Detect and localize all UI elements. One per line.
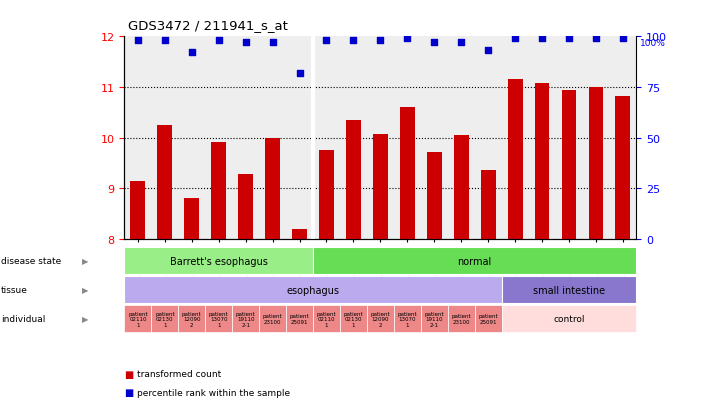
Point bbox=[267, 40, 278, 47]
Bar bbox=[157, 126, 172, 240]
Text: individual: individual bbox=[1, 315, 45, 323]
Text: patient
13070
1: patient 13070 1 bbox=[397, 311, 417, 328]
Text: ▶: ▶ bbox=[82, 257, 88, 266]
Text: percentile rank within the sample: percentile rank within the sample bbox=[137, 388, 290, 397]
Bar bbox=[508, 80, 523, 240]
Bar bbox=[184, 198, 199, 240]
Text: disease state: disease state bbox=[1, 257, 61, 266]
Bar bbox=[346, 121, 361, 240]
Text: patient
23100: patient 23100 bbox=[263, 313, 282, 325]
Point bbox=[509, 36, 520, 43]
Text: patient
02110
1: patient 02110 1 bbox=[316, 311, 336, 328]
Point bbox=[563, 36, 574, 43]
Bar bbox=[481, 170, 496, 240]
Bar bbox=[238, 175, 253, 240]
Bar bbox=[400, 108, 415, 240]
Text: ▶: ▶ bbox=[82, 286, 88, 294]
Text: patient
02130
1: patient 02130 1 bbox=[155, 311, 175, 328]
Text: control: control bbox=[553, 315, 584, 323]
Text: esophagus: esophagus bbox=[287, 285, 340, 295]
Text: patient
13070
1: patient 13070 1 bbox=[209, 311, 228, 328]
Bar bbox=[211, 142, 226, 240]
Text: small intestine: small intestine bbox=[533, 285, 605, 295]
Bar bbox=[616, 97, 630, 240]
Text: GDS3472 / 211941_s_at: GDS3472 / 211941_s_at bbox=[128, 19, 288, 31]
Point bbox=[159, 38, 171, 45]
Text: normal: normal bbox=[458, 256, 492, 266]
Point bbox=[375, 38, 386, 45]
Point bbox=[617, 36, 629, 43]
Point bbox=[456, 40, 467, 47]
Bar bbox=[562, 90, 577, 240]
Point bbox=[536, 36, 547, 43]
Text: ■: ■ bbox=[124, 387, 134, 397]
Bar bbox=[131, 181, 145, 240]
Point bbox=[132, 38, 144, 45]
Bar bbox=[535, 84, 550, 240]
Point bbox=[294, 70, 305, 77]
Text: patient
12090
2: patient 12090 2 bbox=[182, 311, 202, 328]
Point bbox=[429, 40, 440, 47]
Bar bbox=[292, 230, 307, 240]
Point bbox=[213, 38, 225, 45]
Point bbox=[402, 36, 413, 43]
Text: transformed count: transformed count bbox=[137, 369, 221, 378]
Text: ▶: ▶ bbox=[82, 315, 88, 323]
Point bbox=[483, 48, 494, 55]
Text: patient
19110
2-1: patient 19110 2-1 bbox=[424, 311, 444, 328]
Point bbox=[321, 38, 332, 45]
Point bbox=[240, 40, 252, 47]
Text: ■: ■ bbox=[124, 369, 134, 379]
Bar bbox=[427, 152, 442, 240]
Bar bbox=[454, 136, 469, 240]
Text: patient
02110
1: patient 02110 1 bbox=[128, 311, 148, 328]
Text: patient
12090
2: patient 12090 2 bbox=[370, 311, 390, 328]
Bar bbox=[589, 88, 604, 240]
Text: 100%: 100% bbox=[640, 39, 665, 48]
Text: patient
25091: patient 25091 bbox=[290, 313, 309, 325]
Point bbox=[186, 50, 198, 57]
Text: patient
25091: patient 25091 bbox=[479, 313, 498, 325]
Text: Barrett's esophagus: Barrett's esophagus bbox=[170, 256, 267, 266]
Text: patient
23100: patient 23100 bbox=[451, 313, 471, 325]
Text: tissue: tissue bbox=[1, 286, 28, 294]
Bar bbox=[319, 151, 334, 240]
Text: patient
02130
1: patient 02130 1 bbox=[343, 311, 363, 328]
Point bbox=[590, 36, 602, 43]
Bar bbox=[265, 138, 280, 240]
Text: patient
19110
2-1: patient 19110 2-1 bbox=[236, 311, 255, 328]
Point bbox=[348, 38, 359, 45]
Bar bbox=[373, 134, 387, 240]
